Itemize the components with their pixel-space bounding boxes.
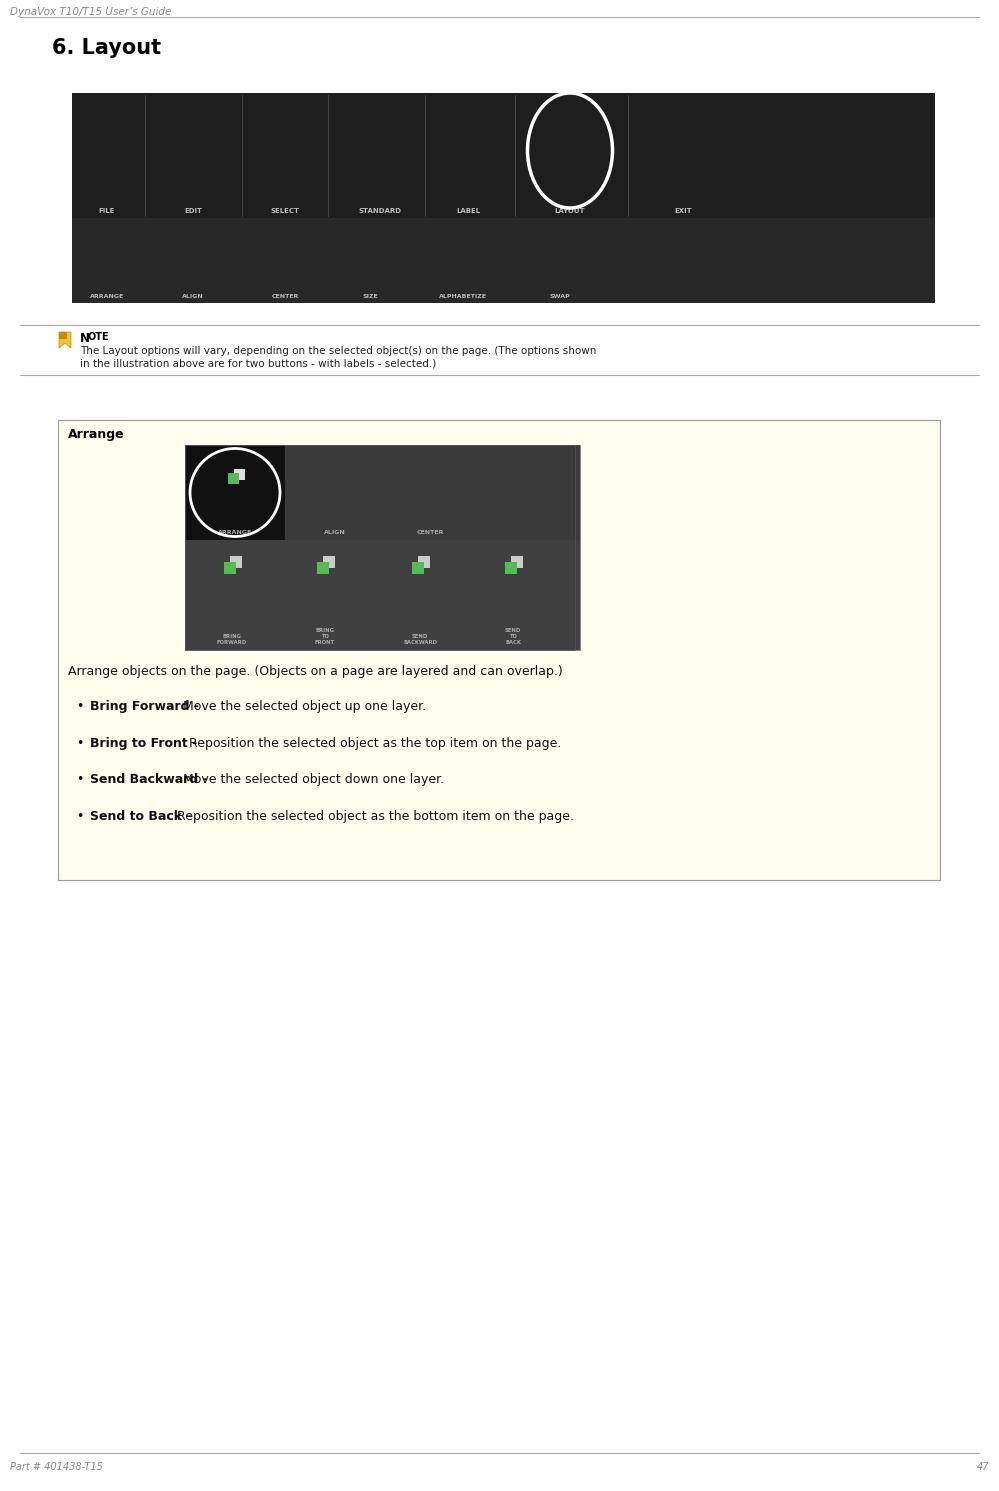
Text: LAYOUT: LAYOUT [554,209,585,215]
Bar [285,444,580,540]
Text: ALIGN: ALIGN [182,294,204,300]
Text: LABEL: LABEL [456,209,481,215]
Text: CENTER: CENTER [417,529,444,535]
Text: EXIT: EXIT [674,209,692,215]
Text: ALPHABETIZE: ALPHABETIZE [439,294,487,300]
Text: ARRANGE: ARRANGE [218,529,252,535]
Bar [72,218,935,303]
Text: Bring to Front -: Bring to Front - [90,737,202,750]
Bar [185,444,575,650]
Text: 47: 47 [976,1463,989,1472]
Bar [224,562,236,574]
Text: SWAP: SWAP [549,294,570,300]
Text: The Layout options will vary, depending on the selected object(s) on the page. (: The Layout options will vary, depending … [80,346,596,356]
Text: •: • [76,699,83,713]
Text: SIZE: SIZE [362,294,378,300]
Text: Reposition the selected object as the top item on the page.: Reposition the selected object as the to… [189,737,561,750]
Text: BRING
TO
FRONT: BRING TO FRONT [315,628,335,646]
Polygon shape [59,332,67,338]
Text: ALIGN: ALIGN [324,529,346,535]
Text: SEND
BACKWARD: SEND BACKWARD [403,634,437,646]
Text: •: • [76,737,83,750]
Text: SELECT: SELECT [271,209,300,215]
Bar [185,444,580,650]
Text: N: N [80,332,90,344]
Text: BRING
FORWARD: BRING FORWARD [217,634,247,646]
Text: STANDARD: STANDARD [359,209,402,215]
Text: Send Backward -: Send Backward - [90,772,212,786]
Text: ARRANGE: ARRANGE [90,294,124,300]
Bar [418,556,430,568]
Bar [58,420,940,880]
Bar [323,556,335,568]
Text: DynaVox T10/T15 User’s Guide: DynaVox T10/T15 User’s Guide [10,7,172,16]
Bar [412,562,424,574]
Bar [228,473,239,485]
Bar [185,444,575,540]
Text: SEND
TO
BACK: SEND TO BACK [504,628,521,646]
Bar [505,562,517,574]
Bar [234,468,245,480]
Text: CENTER: CENTER [272,294,299,300]
Text: OTE: OTE [87,332,109,341]
Text: in the illustration above are for two buttons - with labels - selected.): in the illustration above are for two bu… [80,358,437,368]
Text: Part # 401438-T15: Part # 401438-T15 [10,1463,103,1472]
Text: Move the selected object down one layer.: Move the selected object down one layer. [183,772,444,786]
Bar [228,473,239,485]
Bar [230,556,242,568]
Text: Send to Back -: Send to Back - [90,810,196,823]
Text: Move the selected object up one layer.: Move the selected object up one layer. [183,699,426,713]
Bar [185,444,285,540]
Text: 6. Layout: 6. Layout [52,37,161,58]
Text: FILE: FILE [99,209,115,215]
Text: •: • [76,772,83,786]
Polygon shape [59,332,71,347]
Text: Reposition the selected object as the bottom item on the page.: Reposition the selected object as the bo… [177,810,574,823]
Bar [185,444,285,540]
Text: Arrange: Arrange [68,428,125,441]
Bar [317,562,329,574]
Text: •: • [76,810,83,823]
Bar [185,540,580,650]
Bar [185,540,575,650]
Text: Arrange objects on the page. (Objects on a page are layered and can overlap.): Arrange objects on the page. (Objects on… [68,665,562,678]
Text: EDIT: EDIT [184,209,202,215]
Text: Bring Forward -: Bring Forward - [90,699,204,713]
Bar [72,92,935,218]
Bar [511,556,523,568]
